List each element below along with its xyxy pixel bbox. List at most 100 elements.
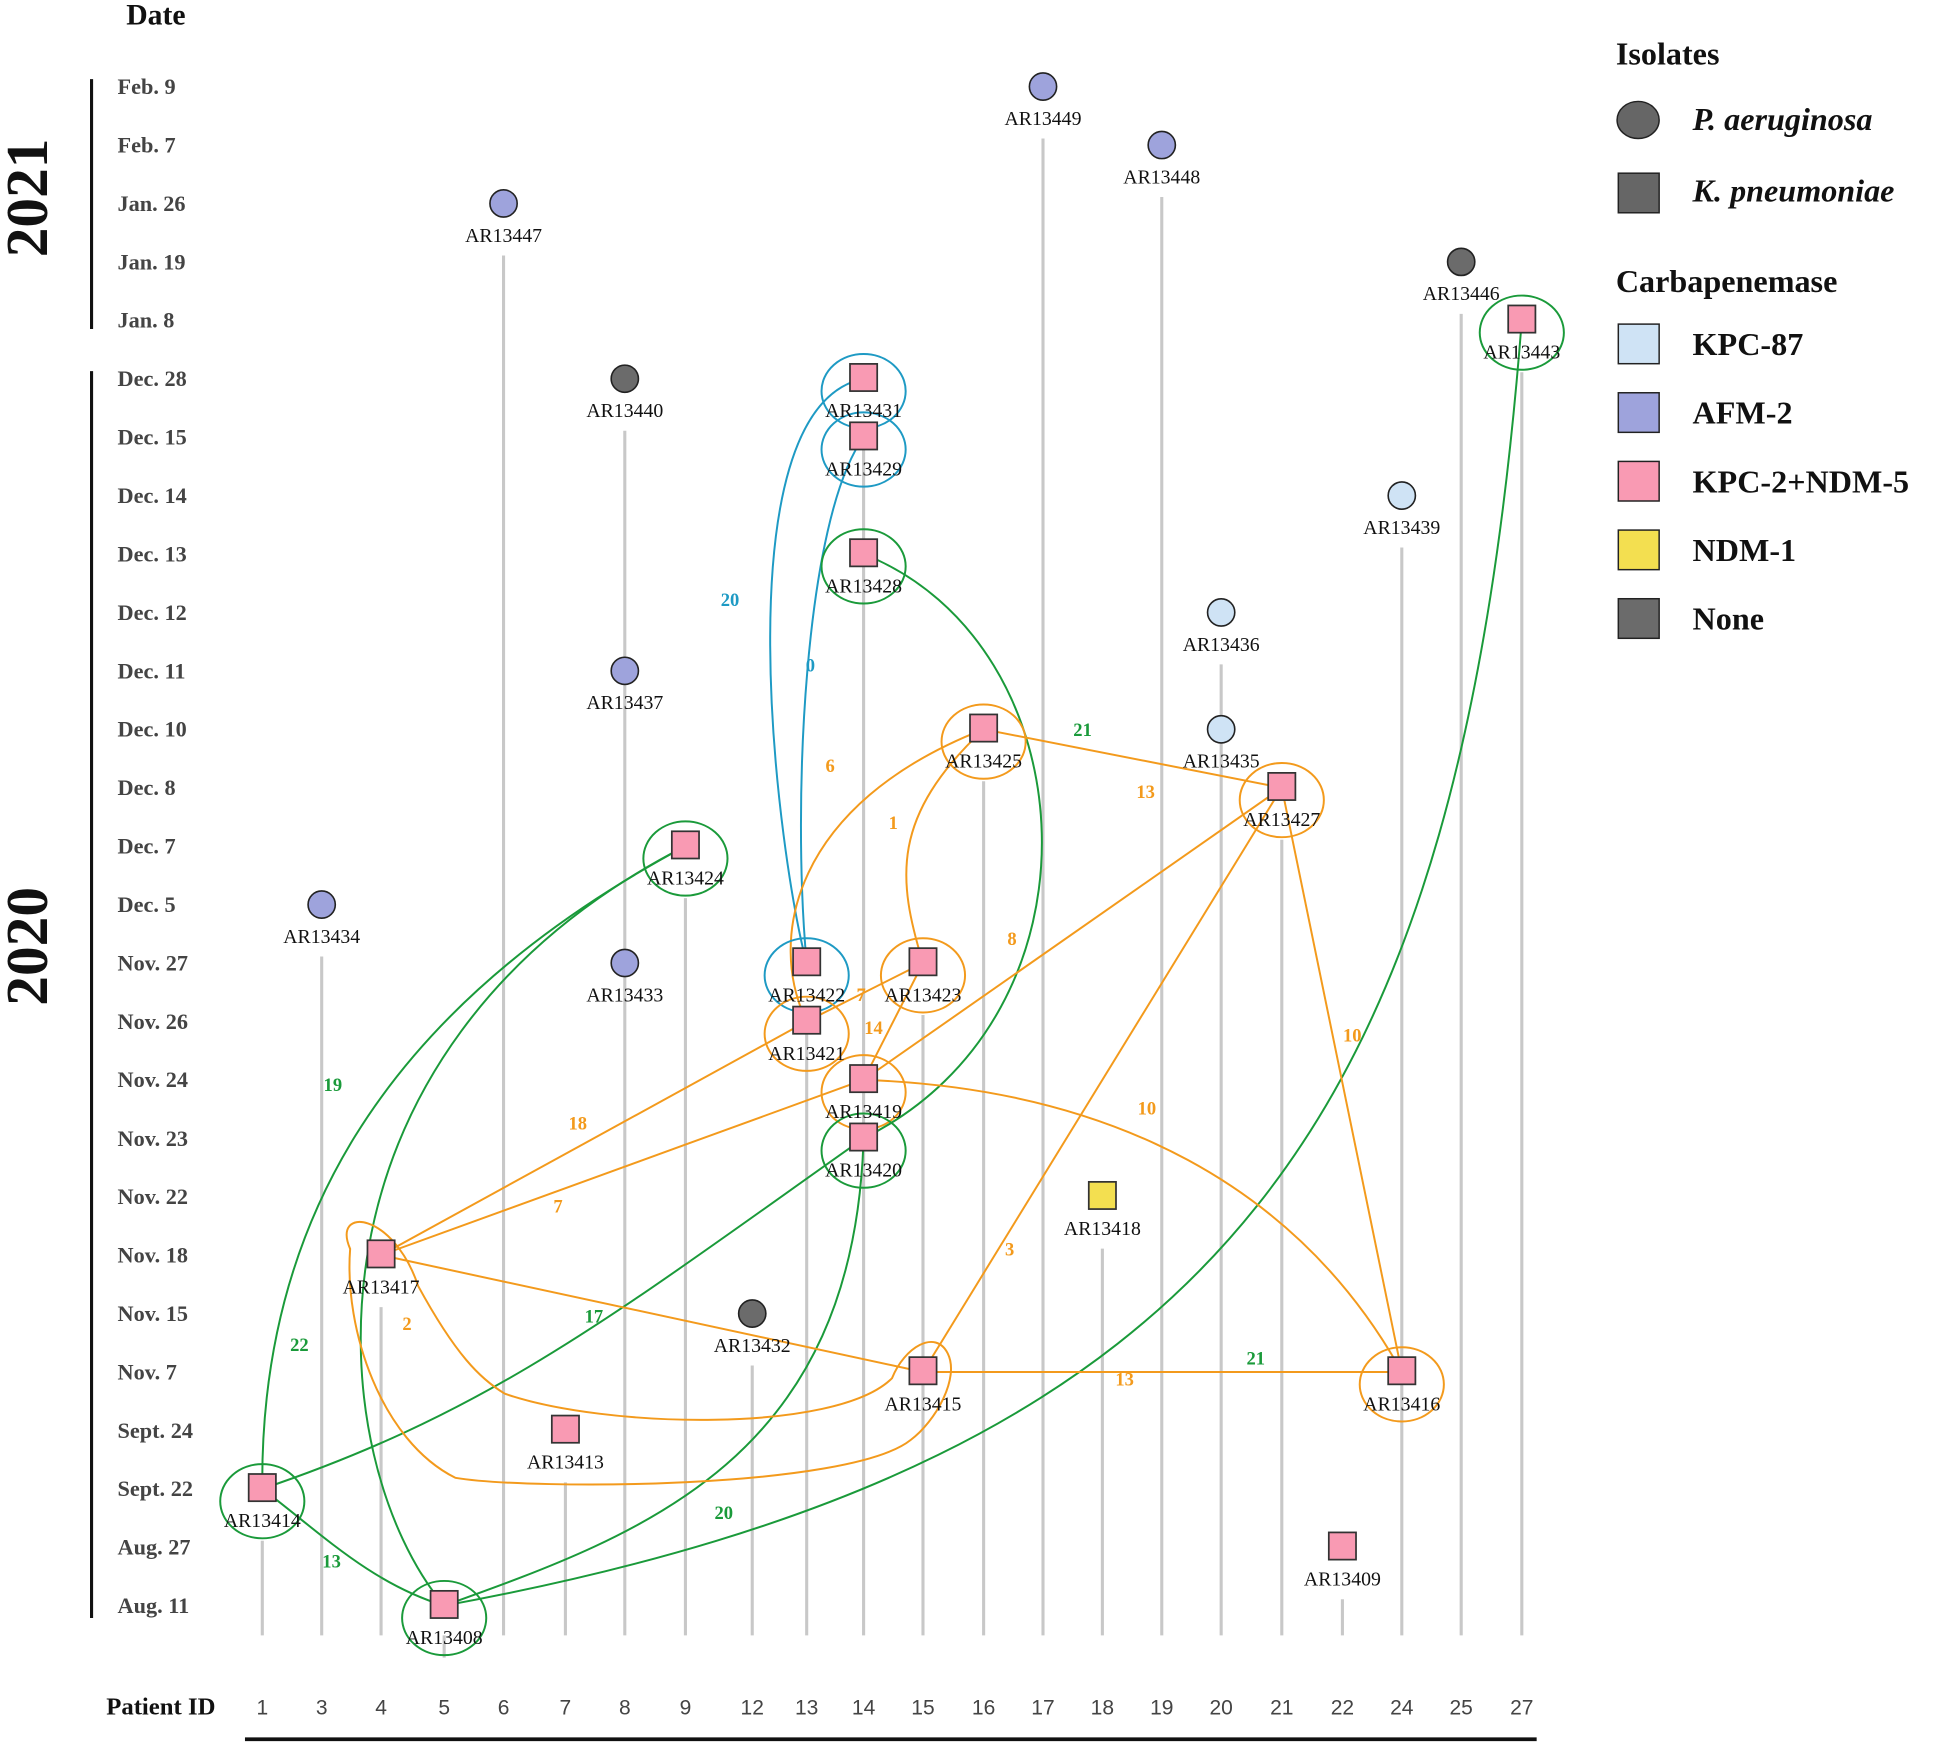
klebsiella-square-icon (550, 1414, 580, 1444)
klebsiella-square-icon (792, 1005, 822, 1035)
x-axis-title: Patient ID (106, 1694, 215, 1721)
isolate-id-label: AR13420 (825, 1160, 902, 1182)
isolate-node[interactable]: AR13417 (343, 1239, 420, 1298)
isolate-id-label: AR13437 (586, 692, 663, 714)
isolate-node[interactable]: AR13434 (283, 890, 360, 948)
axes: Date 2021 2020 Patient ID (0, 0, 1537, 1742)
isolate-node[interactable]: AR13414 (224, 1473, 301, 1532)
isolate-id-label: AR13413 (527, 1452, 604, 1474)
cluster-ring (1358, 1346, 1445, 1423)
snp-link (380, 1078, 864, 1257)
isolate-node[interactable]: AR13422 (768, 947, 845, 1006)
isolate-node[interactable]: AR13423 (885, 947, 962, 1006)
isolate-node[interactable]: AR13437 (586, 656, 663, 714)
klebsiella-square-icon (969, 713, 999, 743)
legend-isolate-label: K. pneumoniae (1692, 173, 1895, 209)
snp-count-label: 21 (1247, 1348, 1266, 1369)
isolate-node[interactable]: AR13435 (1183, 714, 1260, 773)
isolate-node[interactable]: AR13439 (1363, 481, 1440, 539)
date-tick-label: Dec. 14 (118, 483, 187, 508)
isolate-node[interactable]: AR13449 (1005, 72, 1082, 130)
isolate-node[interactable]: AR13432 (714, 1299, 791, 1357)
snp-link (789, 728, 984, 1022)
cluster-ring (763, 995, 850, 1072)
klebsiella-square-icon (1507, 304, 1537, 334)
klebsiella-square-icon (1267, 772, 1297, 801)
snp-count-label: 8 (1007, 929, 1016, 950)
isolate-node[interactable]: AR13433 (586, 948, 663, 1006)
isolate-node[interactable]: AR13415 (885, 1356, 962, 1415)
isolate-id-label: AR13448 (1123, 166, 1200, 188)
isolate-node[interactable]: AR13431 (825, 363, 902, 422)
isolate-node[interactable]: AR13413 (527, 1414, 604, 1474)
patient-tick-label: 21 (1270, 1697, 1293, 1720)
snp-count-label: 6 (826, 756, 835, 777)
date-tick-label: Nov. 23 (118, 1126, 188, 1151)
klebsiella-square-icon (849, 421, 879, 451)
patient-tick-label: 3 (316, 1697, 328, 1720)
date-tick-label: Dec. 8 (118, 775, 176, 800)
isolate-node[interactable]: AR13436 (1183, 598, 1260, 656)
isolate-node[interactable]: AR13448 (1123, 130, 1200, 188)
patient-timeline-lines (260, 138, 1524, 1658)
isolate-node[interactable]: AR13408 (406, 1589, 483, 1649)
cluster-ring (1478, 294, 1565, 371)
isolate-node[interactable]: AR13416 (1363, 1356, 1440, 1415)
isolate-node[interactable]: AR13447 (465, 189, 542, 247)
isolate-node[interactable]: AR13418 (1064, 1180, 1141, 1240)
isolate-node[interactable]: AR13419 (825, 1064, 902, 1123)
snp-count-label: 1 (889, 813, 898, 834)
snp-count-label: 10 (1343, 1026, 1362, 1047)
snp-count-label: 18 (569, 1113, 588, 1134)
patient-tick-label: 27 (1510, 1697, 1533, 1720)
isolate-node[interactable]: AR13428 (825, 538, 902, 597)
snp-link (261, 1137, 865, 1490)
isolate-node[interactable]: AR13409 (1304, 1531, 1381, 1591)
isolate-id-label: AR13431 (825, 400, 902, 422)
snp-link (769, 377, 864, 964)
snp-count-label: 7 (856, 985, 865, 1006)
klebsiella-square-icon (429, 1589, 459, 1619)
isolate-node[interactable]: AR13443 (1483, 304, 1560, 364)
snp-labels: 20 0 21 19 22 17 20 13 21 6 1 13 8 3 10 7 14 18 7 10 2 13 (290, 590, 1361, 1572)
isolate-node[interactable]: AR13420 (825, 1122, 902, 1182)
isolate-id-label: AR13408 (406, 1627, 483, 1649)
pseudomonas-circle-icon (737, 1299, 767, 1328)
isolate-node[interactable]: AR13427 (1243, 772, 1320, 831)
snp-count-label: 3 (1005, 1240, 1014, 1261)
legend-carbapenemase-label: NDM-1 (1693, 532, 1797, 568)
isolate-nodes: AR13449 AR13448 AR13447 AR13446 AR13443 AR134… (224, 72, 1560, 1649)
legend-swatch-icon (1617, 323, 1660, 365)
pseudomonas-circle-icon (1387, 481, 1417, 510)
isolate-id-label: AR13435 (1183, 751, 1260, 773)
legend-square-icon (1617, 172, 1660, 214)
isolate-node[interactable]: AR13429 (825, 421, 902, 481)
date-tick-label: Dec. 11 (118, 658, 186, 683)
snp-count-label: 14 (864, 1018, 883, 1039)
legend-isolates-title: Isolates (1616, 35, 1720, 71)
pseudomonas-circle-icon (1028, 72, 1058, 102)
isolate-id-label: AR13443 (1483, 342, 1560, 364)
snp-count-label: 20 (721, 590, 740, 611)
isolate-node[interactable]: AR13425 (945, 713, 1022, 773)
patient-tick-label: 22 (1331, 1697, 1354, 1720)
isolate-node[interactable]: AR13440 (586, 364, 663, 422)
klebsiella-square-icon (1387, 1356, 1417, 1386)
cluster-ring (879, 937, 967, 1014)
patient-tick-label: 20 (1209, 1697, 1232, 1720)
pseudomonas-circle-icon (1206, 598, 1236, 627)
legend: Isolates P. aeruginosa K. pneumoniae Car… (1616, 35, 1909, 640)
isolate-node[interactable]: AR13446 (1423, 247, 1500, 305)
snp-link (261, 845, 686, 1489)
snp-link (799, 436, 865, 964)
patient-tick-label: 13 (795, 1697, 818, 1720)
isolate-node[interactable]: AR13421 (768, 1005, 845, 1065)
isolate-id-label: AR13416 (1363, 1393, 1440, 1415)
klebsiella-square-icon (908, 947, 938, 977)
snp-link (983, 728, 1282, 789)
isolate-node[interactable]: AR13424 (647, 830, 724, 889)
klebsiella-square-icon (247, 1473, 277, 1503)
patient-tick-label: 6 (498, 1697, 510, 1720)
klebsiella-square-icon (849, 538, 879, 568)
cluster-outline (345, 1221, 953, 1486)
